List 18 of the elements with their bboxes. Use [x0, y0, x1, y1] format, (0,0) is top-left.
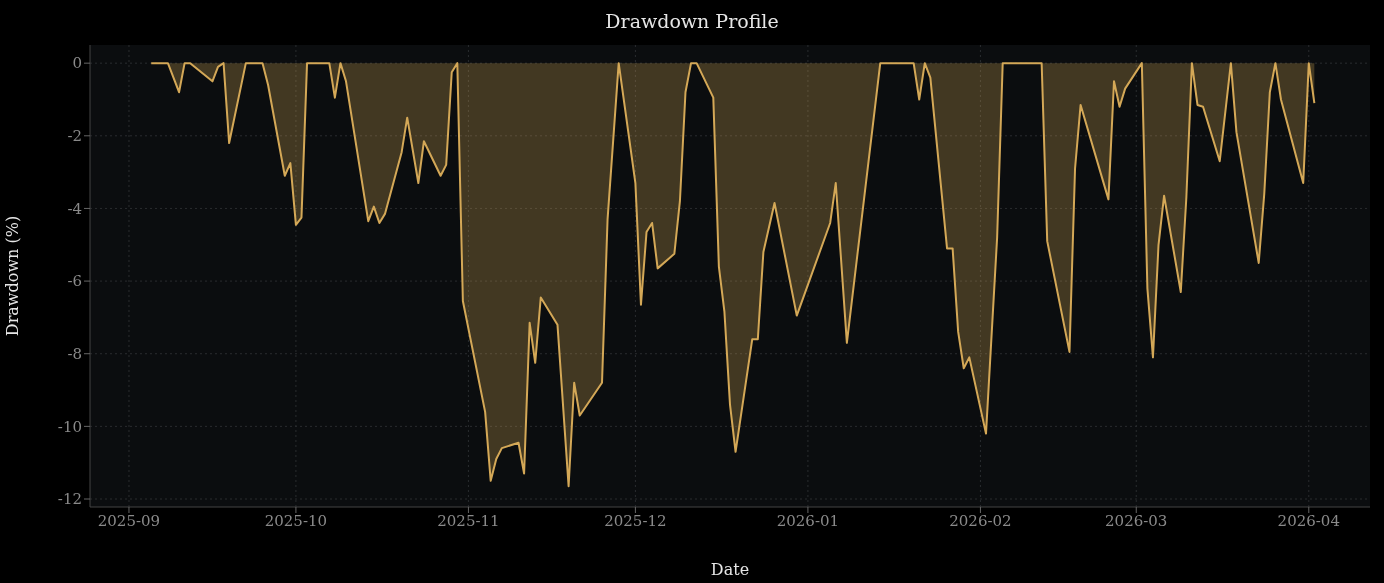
- x-tick-label: 2026-01: [776, 511, 840, 530]
- chart-title: Drawdown Profile: [604, 10, 780, 32]
- x-axis-title: Date: [710, 560, 750, 579]
- y-tick-label: -10: [57, 417, 82, 436]
- y-tick-label: -6: [67, 272, 82, 291]
- x-tick-label: 2025-11: [437, 511, 500, 530]
- y-tick-label: -2: [67, 127, 82, 146]
- y-tick-label: -12: [57, 490, 82, 509]
- x-tick-label: 2026-04: [1277, 511, 1340, 530]
- y-tick-label: -8: [67, 345, 82, 364]
- x-tick-label: 2026-03: [1105, 511, 1168, 530]
- y-tick-label: -4: [67, 199, 82, 218]
- x-tick-label: 2026-02: [949, 511, 1012, 530]
- x-tick-label: 2025-12: [604, 511, 667, 530]
- y-axis-title: Drawdown (%): [2, 215, 22, 337]
- x-tick-label: 2025-09: [97, 511, 161, 530]
- x-tick-label: 2025-10: [264, 511, 328, 530]
- y-tick-label: 0: [72, 54, 82, 73]
